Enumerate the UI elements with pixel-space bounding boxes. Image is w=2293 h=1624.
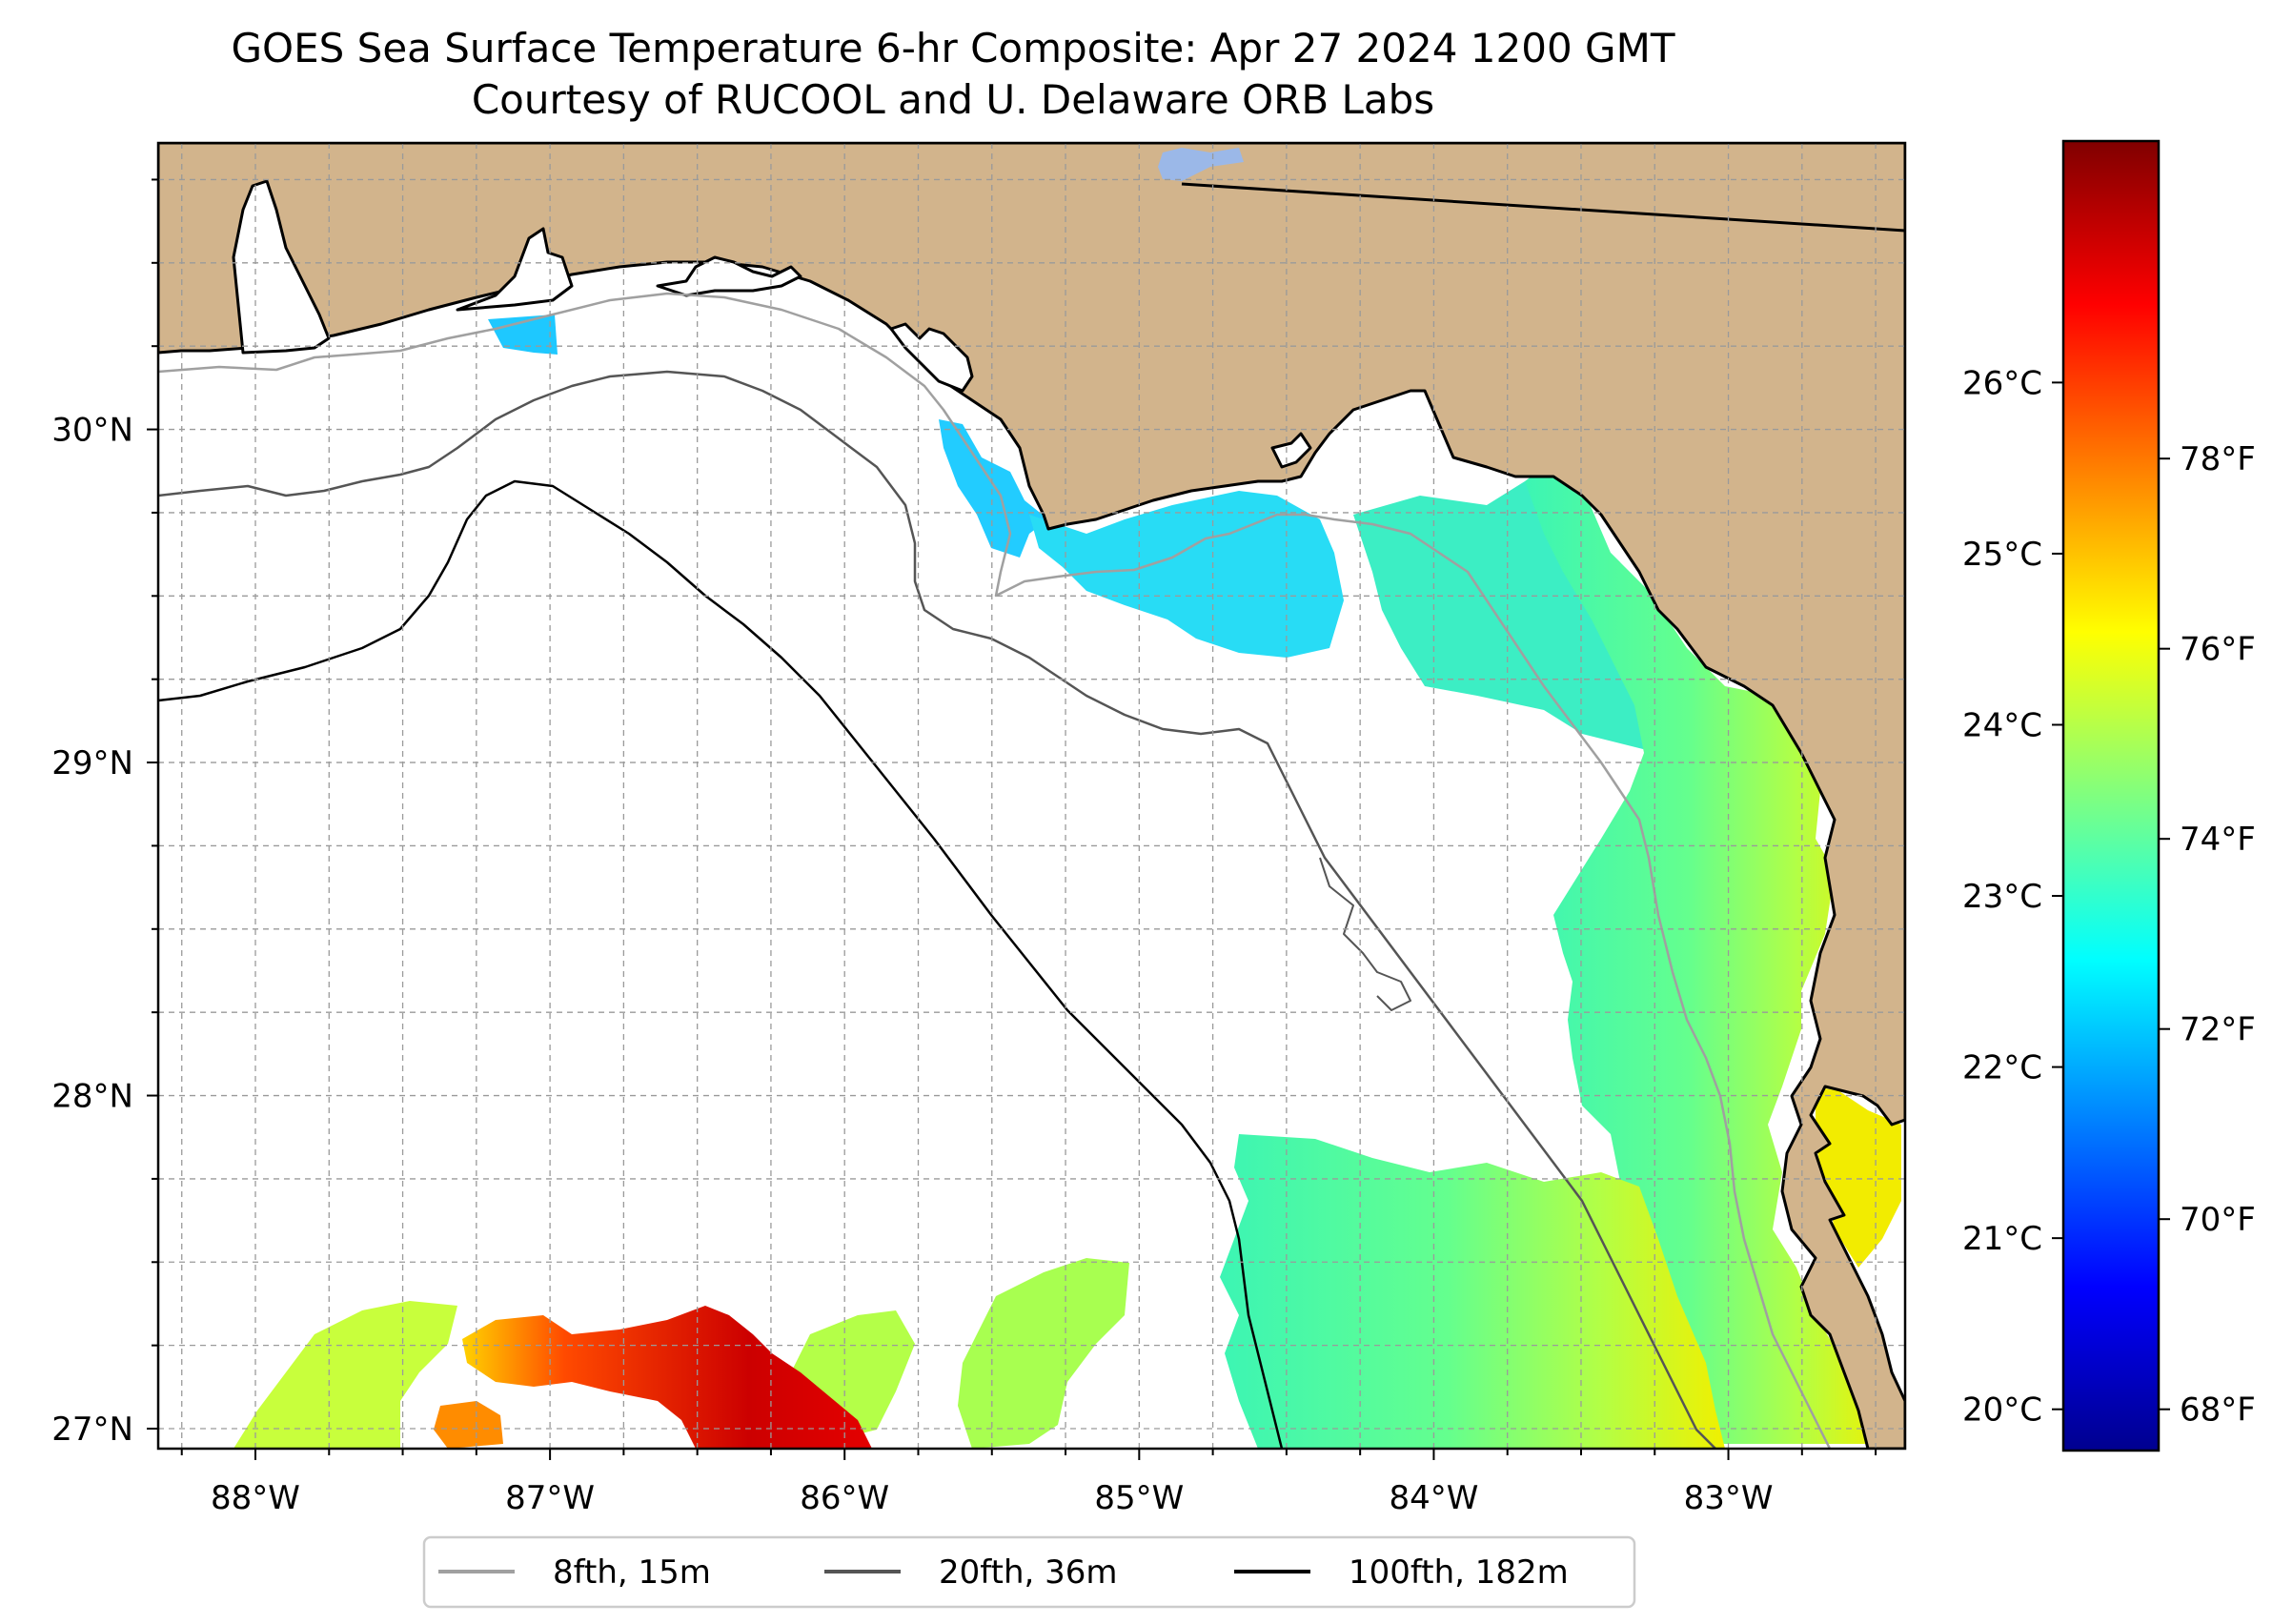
lon-tick-label: 88°W bbox=[211, 1479, 300, 1517]
land-mass bbox=[158, 143, 1905, 1449]
celsius-tick-label: 24°C bbox=[1962, 706, 2042, 744]
sst-patch-southcentral bbox=[958, 1258, 1129, 1449]
fahrenheit-tick-label: 76°F bbox=[2180, 631, 2256, 669]
contour-8fth bbox=[158, 292, 1832, 1449]
apalachicola-bay bbox=[1270, 432, 1312, 469]
sst-patch-southwest bbox=[233, 1301, 457, 1449]
fahrenheit-tick-label: 70°F bbox=[2180, 1201, 2256, 1239]
depth-contours bbox=[158, 292, 1832, 1449]
bays bbox=[232, 179, 1312, 469]
state-border bbox=[1181, 182, 1905, 233]
choctawhatchee-bay bbox=[656, 255, 802, 297]
celsius-tick-label: 20°C bbox=[1962, 1391, 2042, 1430]
sst-patch-big-bend bbox=[1525, 467, 1887, 1444]
celsius-tick-label: 21°C bbox=[1962, 1220, 2042, 1258]
lat-tick-label: 28°N bbox=[51, 1078, 133, 1116]
lon-tick-label: 83°W bbox=[1684, 1479, 1774, 1517]
lake-seminole bbox=[1158, 148, 1244, 181]
contour-20fth-islands bbox=[1319, 857, 1411, 1011]
lon-tick-label: 84°W bbox=[1389, 1479, 1478, 1517]
fahrenheit-tick-label: 74°F bbox=[2180, 821, 2256, 859]
lat-tick-label: 29°N bbox=[51, 744, 133, 782]
celsius-tick-label: 22°C bbox=[1962, 1049, 2042, 1087]
legend: 8fth, 15m 20fth, 36m 100fth, 182m bbox=[422, 1535, 1636, 1609]
contour-20fth bbox=[158, 370, 1716, 1449]
sst-patch-southeast bbox=[1220, 1134, 1725, 1449]
pensacola-bay bbox=[456, 227, 574, 312]
legend-label: 20fth, 36m bbox=[939, 1553, 1118, 1592]
sst-patch-st-andrew bbox=[939, 419, 1048, 558]
fahrenheit-tick-label: 68°F bbox=[2180, 1391, 2256, 1430]
sst-patch-warm-tongue bbox=[462, 1306, 872, 1449]
legend-box bbox=[422, 1535, 1636, 1609]
lon-tick-label: 87°W bbox=[505, 1479, 595, 1517]
lon-tick-label: 85°W bbox=[1094, 1479, 1184, 1517]
colorbar-fahrenheit-scale: 68°F 70°F 72°F 74°F 76°F 78°F bbox=[2159, 440, 2256, 1430]
sst-patch-apalachicola bbox=[1029, 491, 1344, 658]
lon-tick-label: 86°W bbox=[800, 1479, 889, 1517]
celsius-tick-label: 26°C bbox=[1962, 364, 2042, 402]
sst-patch-tampa-coast bbox=[1816, 1086, 1901, 1268]
celsius-tick-label: 25°C bbox=[1962, 536, 2042, 574]
legend-label: 100fth, 182m bbox=[1349, 1553, 1569, 1592]
latitude-axis: 30°N 29°N 28°N 27°N bbox=[51, 178, 158, 1449]
colorbar-celsius-scale: 20°C 21°C 22°C 23°C 24°C 25°C 26°C bbox=[1962, 364, 2063, 1430]
fahrenheit-tick-label: 78°F bbox=[2180, 440, 2256, 478]
map-subtitle: Courtesy of RUCOOL and U. Delaware ORB L… bbox=[471, 76, 1435, 123]
celsius-tick-label: 23°C bbox=[1962, 878, 2042, 916]
sst-patch-pensacola-bay bbox=[488, 315, 558, 355]
contour-100fth bbox=[158, 479, 1284, 1449]
legend-entries: 8fth, 15m 20fth, 36m 100fth, 182m bbox=[438, 1553, 1569, 1592]
legend-label: 8fth, 15m bbox=[553, 1553, 711, 1592]
fahrenheit-tick-label: 72°F bbox=[2180, 1011, 2256, 1049]
map-title: GOES Sea Surface Temperature 6-hr Compos… bbox=[231, 25, 1675, 71]
sst-patch-small-orange bbox=[434, 1401, 503, 1449]
lat-tick-label: 27°N bbox=[51, 1411, 133, 1449]
longitude-axis: 88°W 87°W 86°W 85°W 84°W 83°W bbox=[180, 1449, 1877, 1517]
map-frame bbox=[156, 141, 1907, 1451]
lat-tick-label: 30°N bbox=[51, 412, 133, 450]
colorbar bbox=[2061, 139, 2161, 1452]
st-andrew-bay bbox=[889, 322, 974, 393]
gridlines bbox=[158, 143, 1905, 1449]
